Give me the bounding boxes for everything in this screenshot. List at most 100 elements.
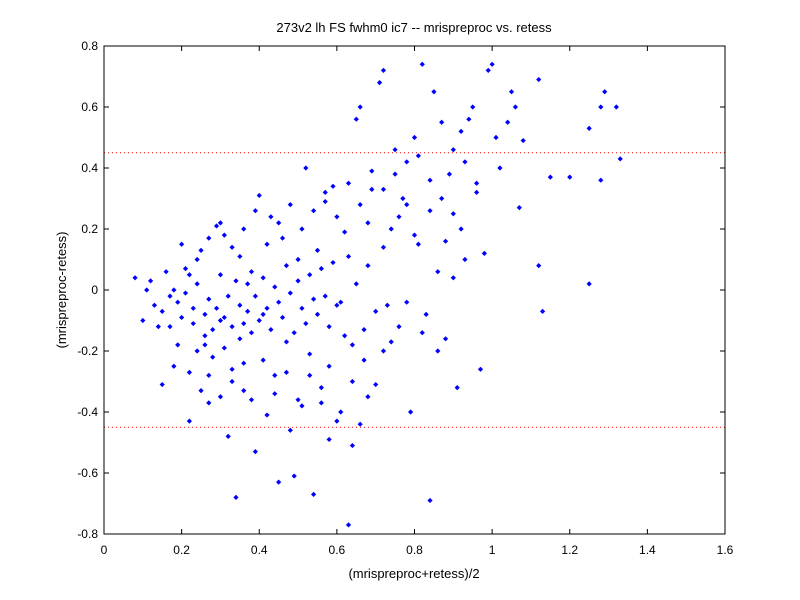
data-point: [376, 80, 383, 86]
data-point: [338, 409, 344, 415]
data-point: [210, 354, 216, 360]
data-point: [338, 299, 344, 305]
data-point: [349, 378, 355, 385]
data-point: [365, 220, 371, 226]
data-point: [241, 226, 247, 232]
data-point: [221, 345, 227, 351]
data-point: [237, 253, 243, 260]
data-point: [369, 186, 375, 192]
data-point: [400, 195, 406, 202]
data-point: [163, 269, 169, 275]
data-point: [241, 320, 247, 327]
data-point: [144, 287, 150, 293]
data-point: [435, 269, 441, 275]
data-point: [485, 67, 491, 73]
data-point: [155, 324, 161, 330]
data-point: [567, 174, 573, 180]
x-tick-label: 0.2: [173, 543, 190, 557]
data-point: [167, 293, 173, 299]
x-axis-ticks: 0 0.2 0.4 0.6 0.8 1 1.2 1.4 1.6: [101, 46, 734, 557]
data-point: [598, 104, 604, 110]
data-point: [314, 311, 321, 317]
data-point: [357, 202, 363, 208]
data-point: [202, 311, 208, 317]
data-point: [217, 317, 224, 324]
data-point: [303, 320, 309, 327]
data-point: [470, 104, 476, 110]
data-point: [427, 208, 433, 214]
data-point: [357, 104, 363, 110]
x-tick-label: 0.6: [329, 543, 346, 557]
data-point: [175, 299, 181, 305]
data-point: [237, 336, 243, 342]
data-point: [404, 159, 410, 165]
data-point: [342, 333, 348, 339]
data-point: [439, 119, 445, 125]
y-axis-label: (mrispreproc-retess): [54, 231, 69, 348]
data-point: [310, 296, 317, 302]
data-point: [497, 165, 503, 171]
data-point: [252, 293, 258, 299]
chart-title: 273v2 lh FS fwhm0 ic7 -- mrispreproc vs.…: [276, 20, 552, 35]
data-point: [299, 305, 305, 311]
data-point: [613, 104, 619, 110]
data-point: [268, 327, 274, 333]
data-point: [617, 156, 623, 162]
x-tick-label: 1.2: [561, 543, 578, 557]
data-point: [508, 89, 515, 95]
data-point: [477, 366, 484, 372]
data-point: [252, 208, 258, 214]
data-point: [342, 229, 348, 235]
data-point: [233, 494, 239, 500]
y-tick-label: 0: [91, 283, 98, 297]
data-point: [256, 192, 262, 199]
data-point: [380, 186, 387, 192]
data-point: [586, 281, 592, 287]
data-point: [458, 226, 464, 232]
data-point: [190, 305, 196, 311]
data-point: [365, 394, 371, 400]
data-point: [392, 171, 398, 177]
data-point: [307, 351, 313, 357]
data-point: [229, 366, 235, 372]
data-point: [140, 317, 146, 324]
data-point: [505, 119, 511, 125]
x-tick-label: 1: [489, 543, 496, 557]
data-point: [466, 116, 472, 122]
data-point: [384, 302, 390, 308]
data-point: [361, 327, 367, 333]
data-point: [415, 241, 421, 247]
plot-area: [104, 46, 725, 534]
data-point: [442, 336, 449, 342]
data-point: [229, 324, 235, 330]
data-point: [408, 409, 414, 415]
data-point: [318, 266, 324, 272]
data-point: [276, 299, 282, 305]
data-point: [229, 244, 235, 250]
data-point: [458, 128, 464, 134]
data-point: [326, 436, 332, 443]
data-point: [245, 308, 251, 314]
data-point: [291, 330, 297, 336]
data-point: [404, 202, 410, 208]
data-point: [345, 522, 352, 528]
data-point: [493, 134, 499, 141]
data-point: [310, 208, 317, 214]
data-point: [194, 281, 200, 287]
data-point: [361, 357, 367, 363]
data-point: [279, 235, 286, 241]
data-point: [147, 278, 154, 284]
data-point: [334, 302, 340, 308]
data-point: [279, 314, 286, 321]
data-point: [373, 308, 379, 314]
data-point: [380, 244, 387, 250]
x-tick-label: 1.6: [717, 543, 734, 557]
data-points: [132, 61, 623, 528]
data-point: [182, 290, 189, 296]
data-point: [217, 272, 224, 278]
data-point: [194, 256, 200, 263]
data-point: [198, 247, 204, 253]
data-point: [388, 226, 394, 232]
data-point: [167, 324, 173, 330]
data-point: [334, 418, 340, 424]
